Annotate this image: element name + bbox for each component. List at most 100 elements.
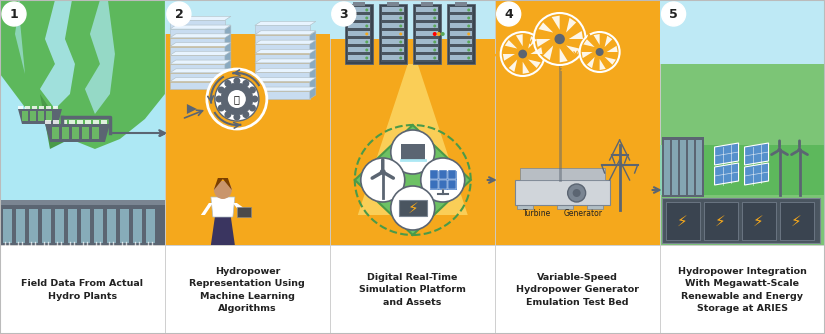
Circle shape — [433, 56, 436, 59]
Polygon shape — [170, 60, 231, 64]
Polygon shape — [568, 31, 583, 39]
Bar — [439, 180, 446, 189]
Bar — [53, 106, 58, 109]
Bar — [660, 245, 824, 334]
Bar — [61, 120, 67, 124]
Text: ⚡: ⚡ — [753, 213, 764, 228]
Circle shape — [798, 148, 802, 152]
Bar — [348, 31, 370, 36]
Circle shape — [249, 87, 256, 94]
Bar — [557, 203, 573, 209]
Bar — [93, 120, 99, 124]
Polygon shape — [552, 16, 559, 30]
Polygon shape — [503, 54, 515, 61]
Circle shape — [365, 40, 368, 43]
Bar — [22, 111, 28, 121]
Bar — [416, 31, 438, 36]
Circle shape — [497, 2, 521, 26]
Circle shape — [798, 148, 802, 152]
Circle shape — [777, 148, 781, 152]
Bar — [672, 140, 677, 195]
Bar — [330, 0, 495, 245]
Polygon shape — [255, 87, 316, 91]
Bar — [170, 64, 225, 71]
Polygon shape — [225, 25, 231, 89]
Bar — [587, 203, 602, 209]
Bar — [450, 31, 472, 36]
Circle shape — [798, 148, 802, 152]
Bar — [0, 205, 165, 245]
Circle shape — [573, 189, 581, 197]
Circle shape — [467, 24, 470, 27]
Bar — [29, 209, 38, 243]
Polygon shape — [170, 42, 231, 46]
Polygon shape — [536, 39, 550, 47]
Polygon shape — [606, 46, 618, 52]
Text: ⚡: ⚡ — [408, 200, 418, 215]
Bar — [516, 203, 533, 209]
Bar — [449, 6, 473, 62]
Bar — [429, 170, 457, 190]
Bar — [416, 15, 438, 20]
Polygon shape — [255, 59, 316, 63]
Circle shape — [433, 16, 436, 19]
Circle shape — [467, 40, 470, 43]
Polygon shape — [15, 0, 25, 74]
Polygon shape — [211, 217, 235, 245]
Bar — [133, 209, 142, 243]
Circle shape — [224, 80, 231, 87]
Circle shape — [534, 13, 586, 65]
Bar — [82, 127, 89, 139]
Bar — [346, 6, 370, 62]
Circle shape — [433, 40, 436, 43]
Bar — [45, 120, 51, 124]
Bar — [495, 0, 660, 245]
Bar — [16, 209, 25, 243]
Bar — [382, 31, 403, 36]
Bar — [430, 180, 438, 189]
Circle shape — [391, 130, 435, 174]
Bar — [353, 2, 365, 6]
Bar — [660, 145, 700, 195]
Circle shape — [215, 96, 223, 103]
Polygon shape — [358, 64, 468, 215]
Polygon shape — [530, 47, 543, 54]
Polygon shape — [40, 94, 70, 149]
Polygon shape — [583, 39, 595, 47]
Polygon shape — [714, 143, 738, 165]
Circle shape — [580, 32, 620, 72]
Polygon shape — [255, 49, 316, 53]
Polygon shape — [40, 0, 75, 109]
Bar — [416, 47, 438, 52]
Bar — [170, 46, 225, 54]
Polygon shape — [233, 203, 251, 213]
Circle shape — [252, 96, 258, 103]
Bar — [416, 7, 438, 12]
Bar — [379, 4, 407, 64]
Bar — [62, 127, 69, 139]
Bar — [170, 81, 225, 89]
Bar — [398, 200, 427, 216]
Bar — [38, 111, 44, 121]
Polygon shape — [509, 59, 517, 72]
Bar — [421, 2, 433, 6]
Polygon shape — [255, 31, 316, 35]
Bar — [348, 23, 370, 28]
Circle shape — [365, 48, 368, 51]
Circle shape — [233, 77, 240, 85]
Circle shape — [380, 169, 386, 175]
Polygon shape — [516, 34, 523, 46]
Bar — [382, 23, 403, 28]
Text: 🔧: 🔧 — [234, 94, 240, 104]
Bar — [439, 170, 446, 179]
Bar — [255, 44, 310, 52]
Polygon shape — [355, 125, 471, 235]
Bar — [170, 73, 225, 80]
Circle shape — [228, 90, 246, 108]
Polygon shape — [714, 163, 738, 185]
Text: ⚡: ⚡ — [677, 213, 688, 228]
Circle shape — [399, 32, 403, 35]
Circle shape — [167, 2, 191, 26]
Bar — [39, 106, 44, 109]
Text: ⚡: ⚡ — [791, 213, 802, 228]
